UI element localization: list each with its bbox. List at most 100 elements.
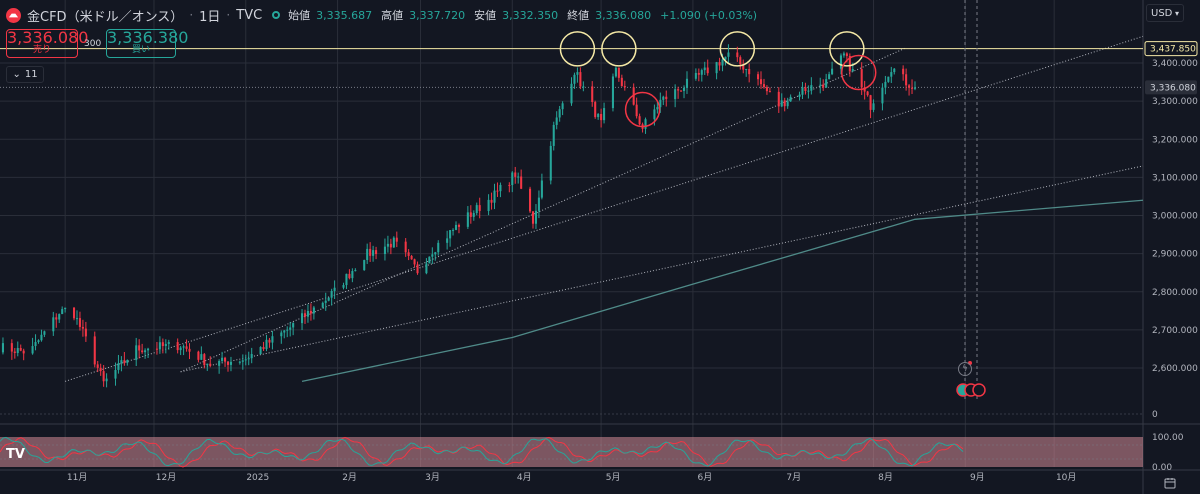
lightning-icon[interactable]: ϟ [958,362,972,376]
candle-body [801,87,804,95]
candle-body [454,224,458,230]
candle-body [363,260,366,271]
candle-body [138,345,141,351]
candle-body [893,68,896,73]
candle-body [789,96,792,102]
candle-body [200,354,203,360]
candle-body [120,360,123,364]
annotation-circle[interactable] [559,31,596,67]
candle-body [413,259,416,265]
candle-body [78,318,81,327]
sell-label: 売り [32,45,51,55]
candle-body [611,76,614,109]
candle-body [653,109,656,120]
candle-body [61,309,64,315]
candle-body [682,87,686,91]
market-status-icon[interactable] [272,11,281,19]
candle-body [386,243,389,247]
candle-body [226,361,230,365]
candle-body [807,90,810,92]
close-label: 終値 [567,9,590,22]
candle-body [1,343,4,353]
candle-body [623,86,626,88]
candle-body [268,339,271,343]
candle-body [757,74,760,80]
candle-body [271,336,274,343]
annotation-circle[interactable] [624,91,661,128]
candle-body [665,96,668,100]
candle-body [635,104,638,117]
sell-button[interactable]: 3,336.080 売り [6,28,89,58]
chevron-down-icon: ▾ [1174,8,1179,18]
candle-body [72,307,76,319]
trend-line[interactable] [180,47,907,373]
candle-body [375,250,378,254]
candle-body [452,229,455,231]
symbol-header: 金CFD（米ドル／オンス） · 1日 · TVC 始値 3,335.687 高値 3… [6,5,760,25]
candle-body [469,212,472,217]
candle-body [99,367,102,372]
resistance-price-label: 3,437.850 [1150,45,1196,55]
zero-level-label: 0 [1152,410,1158,420]
candle-body [872,103,875,110]
candle-body [869,95,872,110]
candle-body [762,84,766,88]
candle-body [798,94,801,97]
annotation-circle[interactable] [829,31,865,67]
annotation-circle[interactable] [601,31,637,67]
candle-body [244,359,247,361]
candle-body [348,273,351,279]
candle-body [594,102,597,118]
candle-body [736,52,739,58]
candle-body [848,55,851,72]
annotation-circle[interactable] [840,54,877,91]
y-axis-tick-label: 3,200.000 [1152,135,1198,145]
candle-body [141,350,144,353]
candle-body [842,53,845,56]
trend-line[interactable] [180,165,1144,373]
candle-body [229,361,233,365]
candle-body [845,53,848,56]
candle-body [416,264,419,274]
candle-body [366,248,369,261]
calendar-icon[interactable] [1164,477,1176,489]
x-axis-tick-label: 6月 [698,472,713,483]
y-axis-tick-label: 3,100.000 [1152,173,1198,183]
candle-body [126,360,129,363]
candle-body [777,91,780,107]
candle-body [176,342,179,351]
candle-body [431,254,434,257]
annotation-circle[interactable] [719,31,756,67]
candle-body [330,290,333,298]
indicator-collapse-button[interactable]: ⌄ 11 [6,66,44,83]
candle-body [197,351,200,360]
candle-body [303,313,307,317]
candle-body [659,99,662,108]
buy-label: 買い [131,45,150,55]
event-marker-icon[interactable] [972,383,986,397]
x-axis-tick-label: 10月 [1056,472,1076,483]
candle-body [890,72,893,77]
last-price-label: 3,336.080 [1150,83,1196,93]
candle-body [64,307,67,310]
candle-body [540,180,543,198]
candle-body [206,363,209,366]
candle-body [105,378,108,382]
currency-select[interactable]: USD ▾ [1146,4,1184,22]
candle-body [677,89,680,91]
indicator-count: 11 [24,69,38,80]
candle-body [300,313,304,324]
candle-body [369,248,372,256]
candle-body [884,81,887,88]
interval[interactable]: 1日 [199,9,221,25]
oscillator-tick-label: 0.00 [1152,463,1172,473]
buy-button[interactable]: 3,336.380 買い [106,29,188,58]
sell-price: 3,336.080 [7,28,89,47]
candle-body [674,89,677,100]
candle-body [617,67,620,78]
candle-body [537,197,540,211]
candle-body [19,348,22,351]
symbol-name[interactable]: 金CFD（米ドル／オンス） [27,9,184,25]
candle-body [748,69,751,75]
